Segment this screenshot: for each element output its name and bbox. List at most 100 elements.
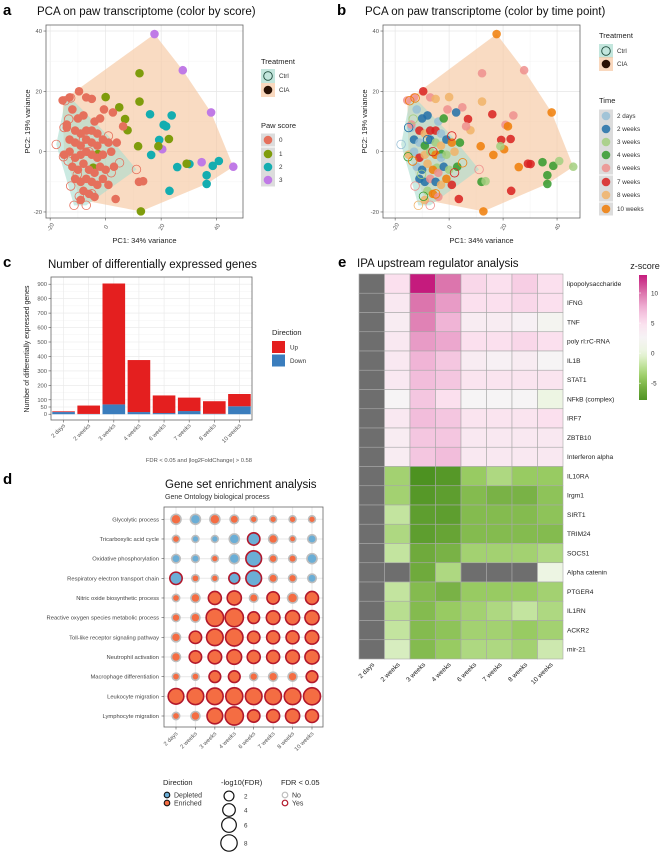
sample-point bbox=[81, 200, 91, 211]
row-label: Neutrophil activation bbox=[106, 655, 159, 661]
y-tick-label: -20 bbox=[34, 210, 42, 216]
heatmap-cell bbox=[511, 639, 538, 660]
heatmap-cell bbox=[384, 466, 411, 487]
bar-up bbox=[228, 394, 251, 407]
heatmap-cell bbox=[537, 427, 564, 448]
bubble bbox=[171, 534, 181, 544]
heatmap-cell bbox=[511, 331, 538, 352]
y-tick-label: 800 bbox=[37, 297, 47, 303]
row-label: Oxidative phosphorylation bbox=[92, 557, 159, 563]
row-label: Macrophage differentiation bbox=[90, 675, 159, 681]
x-tick-label: 8 weeks bbox=[198, 423, 217, 442]
row-label: Toll-like receptor signaling pathway bbox=[69, 635, 159, 641]
y-tick-label: 40 bbox=[373, 29, 379, 35]
sample-point bbox=[431, 94, 440, 104]
heatmap-cell bbox=[486, 273, 513, 294]
sample-point bbox=[65, 93, 76, 103]
heatmap-cell bbox=[409, 408, 436, 429]
bubble bbox=[268, 515, 278, 524]
heatmap-cell bbox=[358, 504, 385, 525]
row-label: TRIM24 bbox=[567, 531, 591, 538]
heatmap-cell bbox=[486, 331, 513, 352]
sample-point bbox=[131, 164, 142, 175]
sample-point bbox=[202, 179, 211, 189]
heatmap-cell bbox=[537, 562, 564, 583]
heatmap-cell bbox=[460, 600, 487, 621]
bubble bbox=[186, 687, 205, 706]
row-label: poly rI:rC-RNA bbox=[567, 339, 610, 346]
sample-point bbox=[436, 180, 446, 190]
row-label: ZBTB10 bbox=[567, 435, 592, 442]
sample-point bbox=[451, 108, 461, 117]
row-label: STAT1 bbox=[567, 377, 587, 384]
heatmap-cell bbox=[460, 427, 487, 448]
heatmap-cell bbox=[435, 639, 462, 660]
sample-point bbox=[65, 147, 74, 156]
bubble bbox=[188, 630, 203, 645]
y-tick-label: 700 bbox=[37, 311, 47, 317]
sample-point bbox=[509, 111, 518, 120]
heatmap-cell bbox=[384, 408, 411, 429]
x-tick-label: 0 bbox=[103, 225, 110, 231]
sample-point bbox=[439, 114, 449, 123]
heatmap-cell bbox=[511, 581, 538, 602]
bubble bbox=[265, 649, 281, 665]
row-label: Nitric oxide biosynthetic process bbox=[76, 596, 159, 602]
bubble bbox=[205, 687, 224, 706]
sample-point bbox=[481, 176, 490, 186]
heatmap-cell bbox=[384, 389, 411, 410]
bubble bbox=[306, 533, 318, 545]
bubble bbox=[224, 687, 244, 706]
heatmap-cell bbox=[537, 446, 564, 467]
heatmap-cell bbox=[435, 369, 462, 390]
plot-border bbox=[50, 276, 253, 421]
legend-key bbox=[261, 69, 275, 83]
sample-point bbox=[138, 176, 148, 186]
heatmap-cell bbox=[460, 543, 487, 564]
x-tick-label: 4 weeks bbox=[123, 423, 142, 442]
heatmap-cell bbox=[486, 427, 513, 448]
sample-point bbox=[496, 141, 505, 151]
bubble bbox=[228, 572, 241, 585]
sample-point bbox=[463, 114, 473, 124]
legend-swatch bbox=[263, 149, 273, 159]
bubble bbox=[284, 708, 301, 724]
pca-time-plot: -20 0 20 40 -20 0 20 40 PC1: 34% variance PC2: 19… bbox=[360, 24, 644, 245]
heatmap-cell bbox=[486, 620, 513, 641]
x-tick-label: 10 weeks bbox=[294, 731, 316, 753]
heatmap-cell bbox=[384, 446, 411, 467]
x-tick-label: 2 weeks bbox=[73, 423, 92, 442]
heatmap-cell bbox=[486, 543, 513, 564]
sample-point bbox=[114, 103, 124, 112]
sample-point bbox=[60, 95, 70, 106]
legend-label: Enriched bbox=[174, 801, 202, 808]
sample-point bbox=[568, 162, 578, 172]
bubble bbox=[205, 608, 225, 628]
heatmap-cell bbox=[460, 350, 487, 371]
bar-up bbox=[177, 397, 201, 412]
legend-label: 8 bbox=[244, 841, 248, 848]
heatmap-cell bbox=[435, 446, 462, 467]
treatment-legend-label: Ctrl bbox=[617, 48, 627, 55]
bubble bbox=[268, 553, 278, 564]
bubble bbox=[304, 629, 320, 645]
legend-label: 6 bbox=[244, 823, 248, 830]
x-tick-label: 2 weeks bbox=[180, 731, 199, 750]
y-axis-title: PC2: 19% variance bbox=[360, 89, 369, 153]
bubble bbox=[268, 573, 279, 584]
y-tick-label: 200 bbox=[37, 383, 47, 389]
y-tick-label: 300 bbox=[37, 369, 47, 375]
sample-point bbox=[99, 105, 109, 114]
heatmap-cell bbox=[460, 504, 487, 525]
heatmap-cell bbox=[435, 389, 462, 410]
bubble bbox=[265, 630, 281, 645]
bubble bbox=[267, 671, 279, 682]
heatmap-cell bbox=[486, 485, 513, 506]
sample-point bbox=[543, 179, 552, 189]
sample-point bbox=[444, 92, 454, 102]
sample-point bbox=[423, 111, 432, 120]
row-label: IL1B bbox=[567, 358, 581, 365]
row-label: TNF bbox=[567, 319, 580, 326]
row-label: Glycolytic process bbox=[112, 517, 159, 523]
treatment-legend-title: Treatment bbox=[599, 31, 634, 40]
